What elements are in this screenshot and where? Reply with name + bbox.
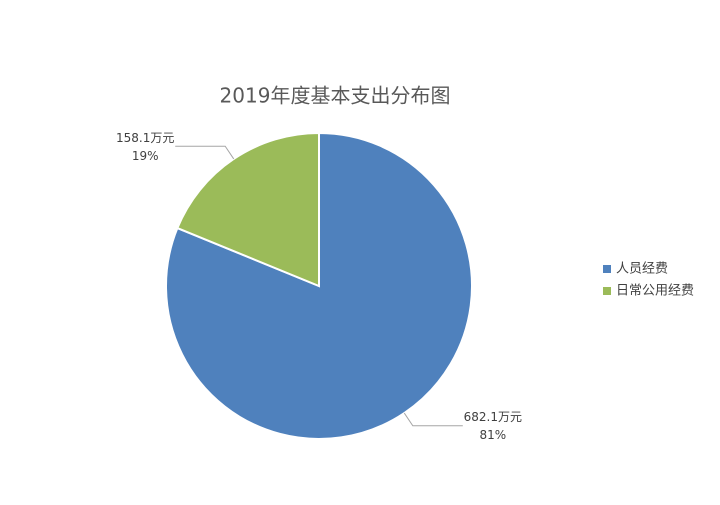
percent-label: 19% — [132, 149, 159, 163]
legend-label: 日常公用经费 — [616, 284, 694, 299]
leader-line — [175, 145, 235, 160]
leader-line — [403, 412, 463, 427]
percent-label: 81% — [479, 428, 506, 442]
chart-title: 2019年度基本支出分布图 — [220, 84, 451, 108]
data-label: 682.1万元 — [464, 410, 522, 424]
legend-swatch — [603, 287, 611, 295]
legend-label: 人员经费 — [616, 262, 668, 277]
data-label: 158.1万元 — [116, 131, 174, 145]
legend-swatch — [603, 265, 611, 273]
